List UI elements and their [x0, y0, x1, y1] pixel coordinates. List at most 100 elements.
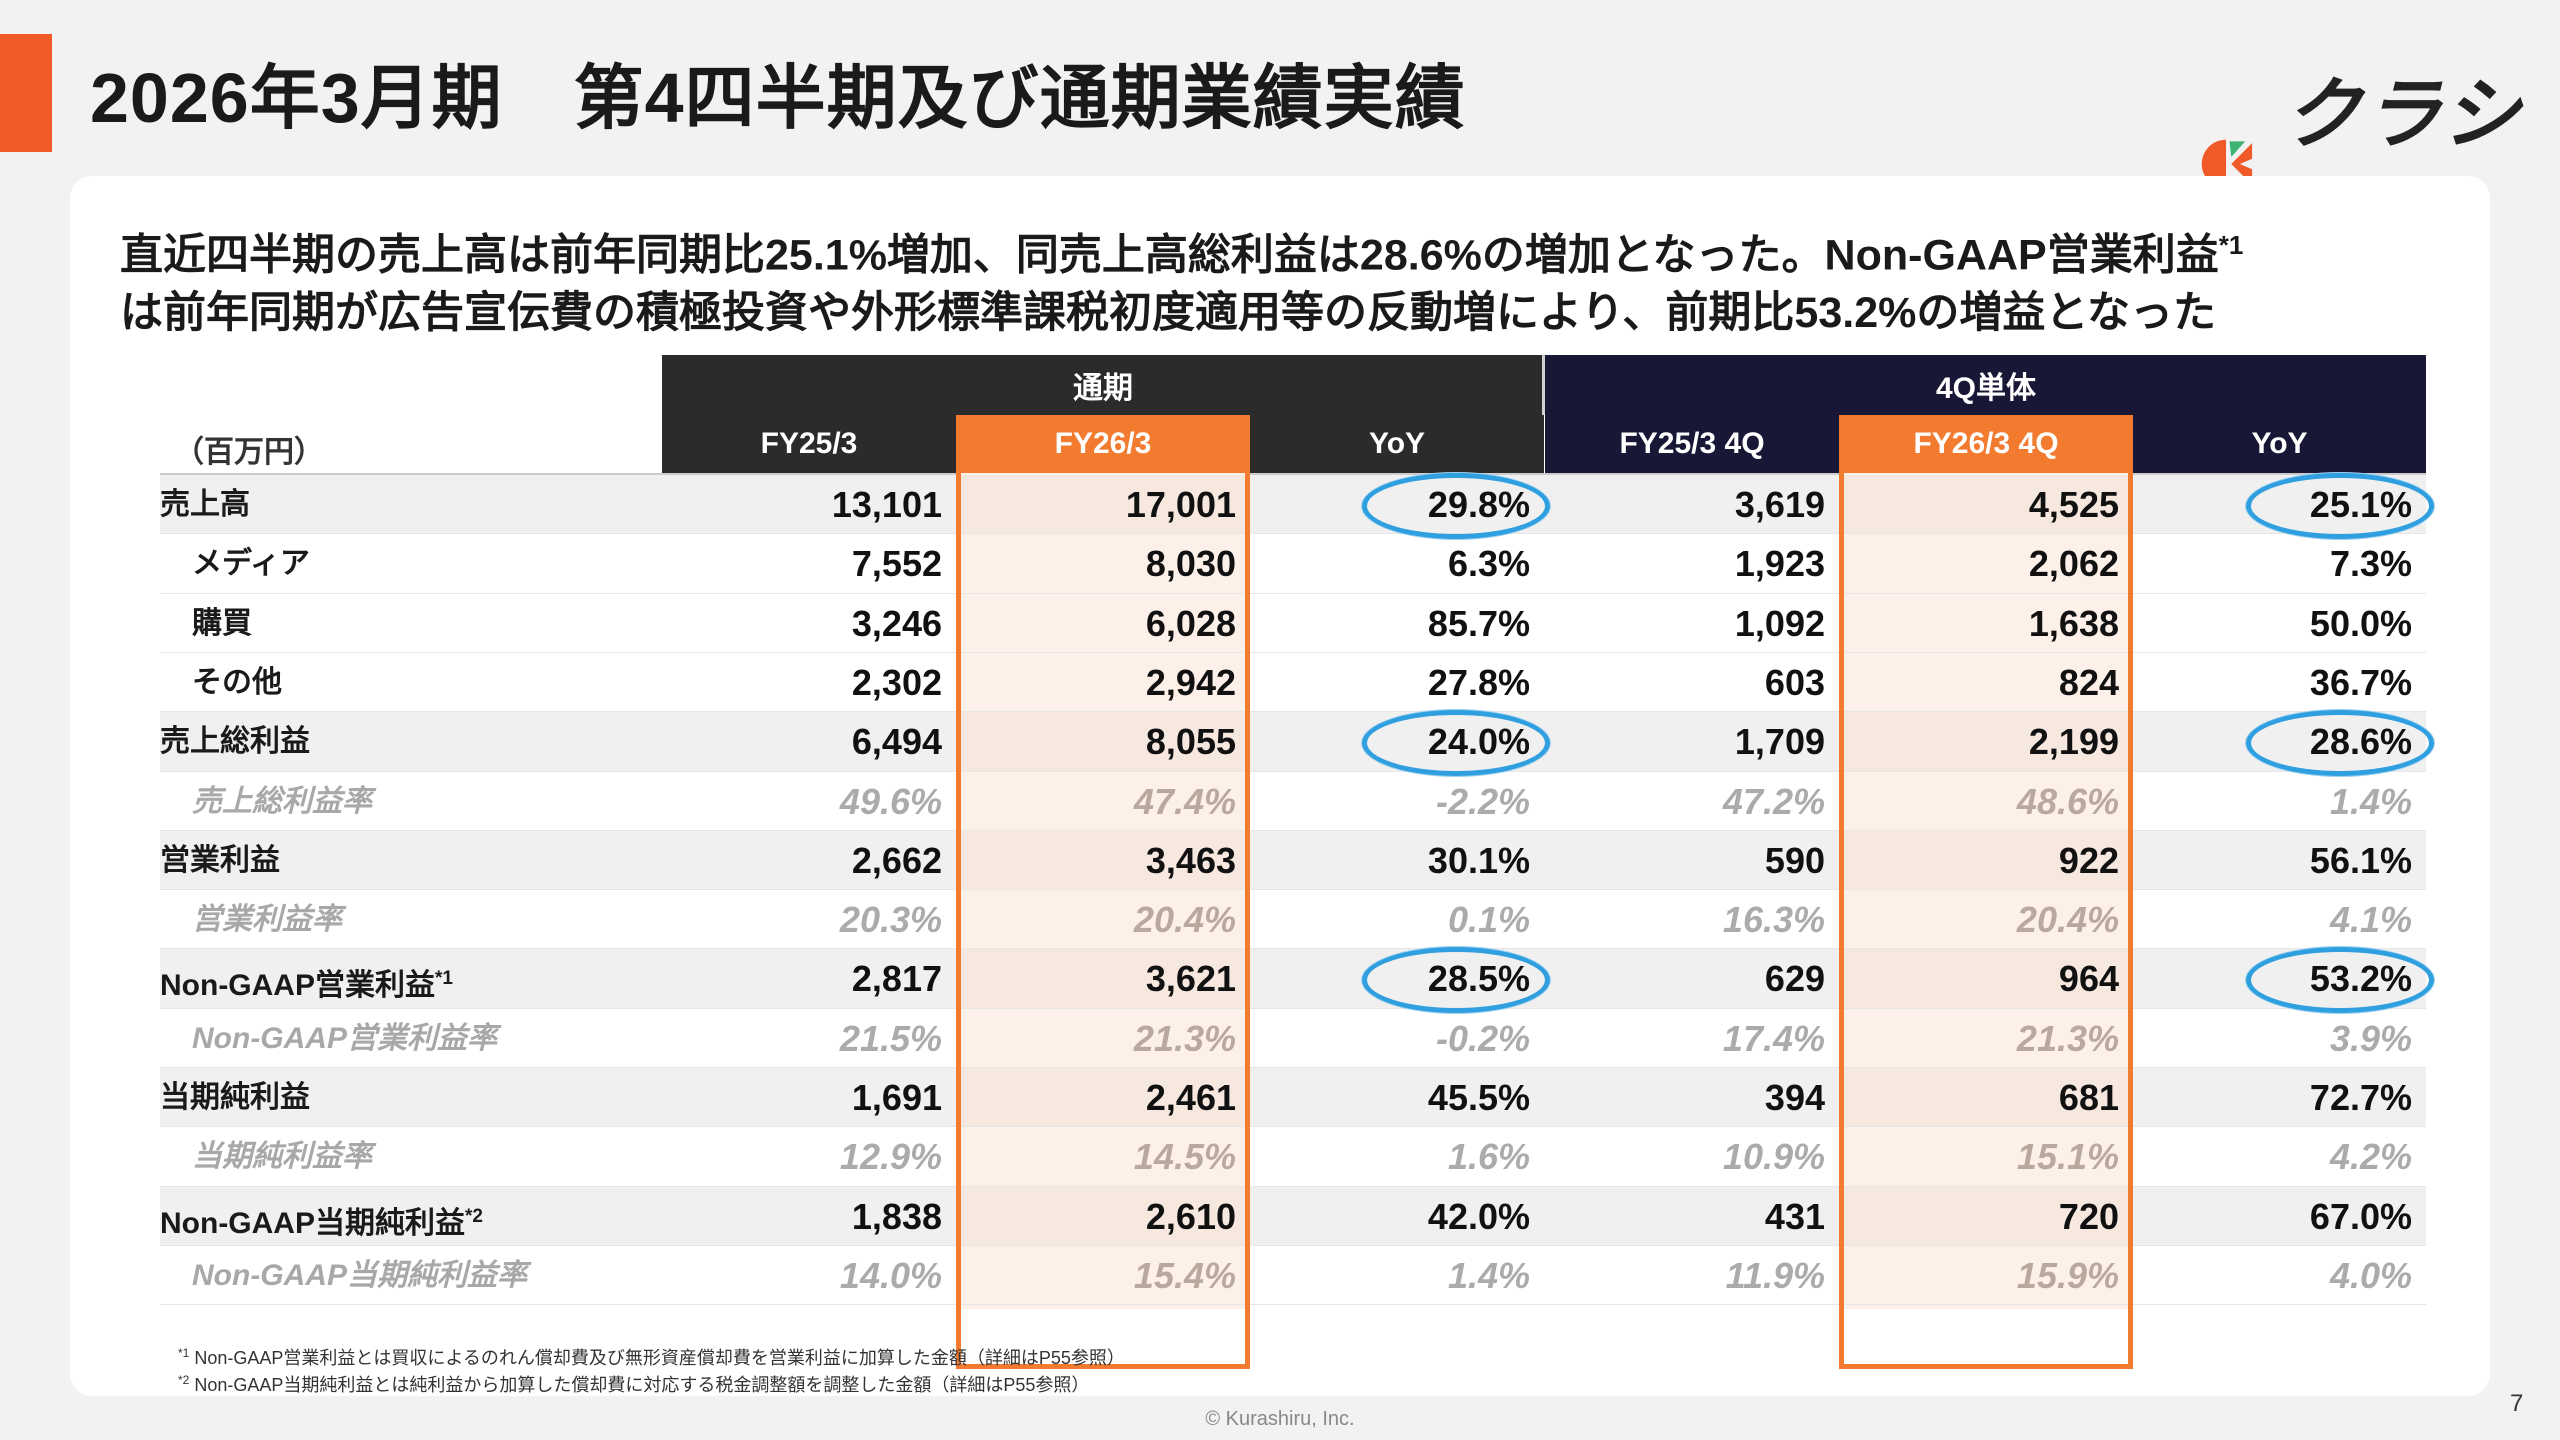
table-cell: 21.3% [2016, 1017, 2119, 1059]
footnotes: *1 Non-GAAP営業利益とは買収によるのれん償却費及び無形資産償却費を営業… [178, 1342, 1125, 1396]
table-cell: 20.3% [839, 899, 942, 941]
table-cell: 1,923 [1734, 543, 1825, 585]
table-cell: 4.0% [2329, 1254, 2412, 1296]
row-separator [160, 1007, 2426, 1009]
footnote-1: *1 Non-GAAP営業利益とは買収によるのれん償却費及び無形資産償却費を営業… [178, 1346, 1125, 1368]
table-cell: 0.1% [1447, 899, 1530, 941]
column-header-yoy-full-year: YoY [1250, 415, 1544, 473]
row-label: 売上高 [160, 488, 250, 521]
highlight-tint [956, 712, 1250, 772]
table-row: 売上総利益 6,494 8,055 24.0% 1,709 2,199 28.6% [160, 712, 2426, 772]
table-cell: 47.2% [1722, 780, 1825, 822]
copyright: © Kurashiru, Inc. [1205, 1408, 1355, 1430]
emphasis-circle-nongaap-op-yoy [1362, 947, 1550, 1013]
highlight-tint [956, 830, 1250, 890]
row-separator [160, 1067, 2426, 1068]
table-cell: 47.4% [1133, 780, 1236, 822]
emphasis-circle-gross-profit-yoy [1362, 710, 1550, 776]
lead-line-2: は前年同期が広告宣伝費の積極投資や外形標準課税初度適用等の反動増により、前期比5… [120, 289, 2217, 338]
row-label: Non-GAAP営業利益率 [192, 1021, 497, 1055]
table-cell: 10.9% [1722, 1136, 1825, 1178]
table-cell: 681 [2058, 1077, 2119, 1118]
table-cell: 15.4% [1133, 1254, 1236, 1296]
table-row: 当期純利益率 12.9% 14.5% 1.6% 10.9% 15.1% 4.2% [160, 1127, 2426, 1186]
highlight-tint [956, 949, 1250, 1009]
table-cell: -0.2% [1435, 1017, 1530, 1059]
table-cell: 922 [2058, 839, 2119, 881]
table-cell: 431 [1764, 1195, 1825, 1237]
table-cell: 2,302 [851, 661, 942, 703]
table-cell: 17.4% [1722, 1017, 1825, 1059]
highlight-tint [1839, 712, 2133, 772]
table-cell: 6,494 [851, 721, 942, 763]
table-cell: 2,199 [2028, 721, 2119, 763]
header-divider [1542, 355, 1545, 415]
table-cell: 2,942 [1145, 661, 1236, 703]
page-title: 2026年3月期 第4四半期及び通期業績実績 [90, 59, 1466, 137]
table-cell: 7.3% [2329, 543, 2412, 585]
row-label: 購買 [192, 606, 252, 640]
column-header-fy26: FY26/3 [956, 415, 1250, 473]
table-cell: 8,030 [1145, 543, 1236, 585]
row-label: 当期純利益 [160, 1081, 310, 1114]
table-cell: 49.6% [839, 780, 942, 822]
table-cell: 48.6% [2016, 780, 2119, 822]
table-row: 当期純利益 1,691 2,461 45.5% 394 681 72.7% [160, 1068, 2426, 1127]
table-cell: 720 [2058, 1195, 2119, 1237]
highlight-tint [1839, 475, 2133, 534]
table-cell: 14.5% [1133, 1136, 1236, 1178]
title-accent-bar [0, 34, 52, 152]
table-cell: 20.4% [1133, 899, 1236, 941]
table-cell: 3,619 [1734, 484, 1825, 525]
table-cell: 1,709 [1734, 721, 1825, 763]
highlight-column-fy26-4q [1839, 473, 2133, 1309]
table-row: Non-GAAP当期純利益*2 1,838 2,610 42.0% 431 720 67.0… [160, 1186, 2426, 1246]
highlight-column-fy26 [956, 473, 1250, 1309]
table-cell: 2,062 [2028, 543, 2119, 585]
row-label: 売上総利益率 [192, 784, 372, 818]
table-cell: 72.7% [2309, 1077, 2412, 1118]
column-header-yoy-quarter: YoY [2133, 415, 2426, 473]
table-cell: 36.7% [2309, 661, 2412, 703]
page-number: 7 [2510, 1390, 2524, 1417]
table-row: 売上総利益率 49.6% 47.4% -2.2% 47.2% 48.6% 1.4% [160, 772, 2426, 831]
row-separator [160, 1244, 2426, 1246]
table-cell: 20.4% [2016, 899, 2119, 941]
table-cell: 394 [1764, 1077, 1825, 1118]
table-cell: 603 [1764, 661, 1825, 703]
row-separator [160, 592, 2426, 594]
highlight-tint [1839, 949, 2133, 1009]
emphasis-circle-sales-4q-yoy [2246, 473, 2434, 539]
table-cell: 42.0% [1427, 1195, 1530, 1237]
table-cell: 30.1% [1427, 839, 1530, 881]
table-cell: 2,461 [1145, 1077, 1236, 1118]
table-cell: 4.1% [2329, 899, 2412, 941]
table-cell: 11.9% [1725, 1254, 1825, 1296]
emphasis-circle-sales-yoy [1362, 473, 1550, 539]
column-header-fy25: FY25/3 [662, 415, 956, 473]
table-cell: 21.3% [1133, 1017, 1236, 1059]
table-row: 売上高 13,101 17,001 29.8% 3,619 4,525 25.1% [160, 475, 2426, 534]
row-separator [160, 1185, 2426, 1187]
table-cell: 16.3% [1722, 899, 1825, 941]
table-cell: 21.5% [839, 1017, 942, 1059]
table-cell: 15.1% [2016, 1136, 2119, 1178]
emphasis-circle-nongaap-op-4q-yoy [2246, 947, 2434, 1013]
table-cell: 590 [1764, 839, 1825, 881]
table-cell: 6,028 [1145, 602, 1236, 644]
table-cell: 6.3% [1447, 543, 1530, 585]
highlight-tint [956, 1068, 1250, 1127]
table-cell: 3.9% [2329, 1017, 2412, 1059]
row-separator [160, 651, 2426, 653]
table-cell: 629 [1764, 958, 1825, 1000]
highlight-tint [1839, 1186, 2133, 1246]
table-cell: 2,817 [851, 958, 942, 1000]
table-cell: -2.2% [1435, 780, 1530, 822]
table-cell: 13,101 [831, 484, 942, 525]
table-cell: 1,638 [2028, 602, 2119, 644]
table-cell: 4.2% [2329, 1136, 2412, 1178]
table-cell: 67.0% [2309, 1195, 2412, 1237]
table-cell: 1.4% [2329, 780, 2412, 822]
lead-text: 直近四半期の売上高は前年同期比25.1%増加、同売上高総利益は28.6%の増加と… [120, 216, 2450, 342]
row-separator [160, 770, 2426, 772]
